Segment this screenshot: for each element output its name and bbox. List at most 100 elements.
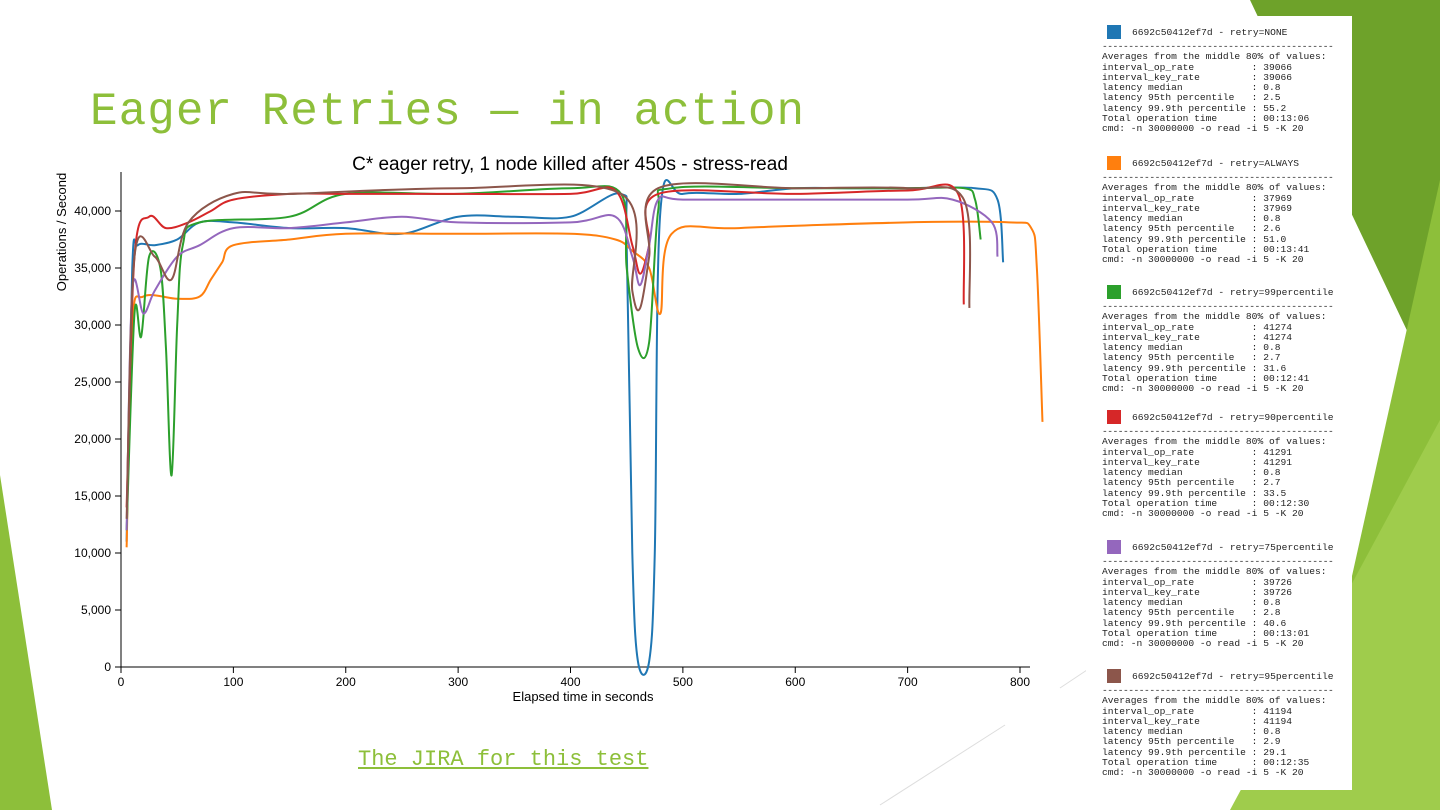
legend-header: 6692c50412ef7d - retry=90percentile xyxy=(1102,409,1334,427)
legend-stat-line: latency 99.9th percentile : 40.6 xyxy=(1102,617,1287,629)
legend-block: 6692c50412ef7d - retry=ALWAYS -----------… xyxy=(1102,155,1334,266)
legend-stat-line: latency 99.9th percentile : 33.5 xyxy=(1102,487,1287,499)
legend-stat-line: interval_op_rate : 39066 xyxy=(1102,61,1292,73)
legend-block: 6692c50412ef7d - retry=NONE -------------… xyxy=(1102,24,1334,135)
line-chart: C* eager retry, 1 node killed after 450s… xyxy=(54,154,1044,704)
series-line-retry-90percentile xyxy=(125,183,966,508)
x-tick-label: 600 xyxy=(785,675,805,689)
divider: ----------------------------------------… xyxy=(1102,426,1334,437)
x-tick-label: 400 xyxy=(560,675,580,689)
legend-block: 6692c50412ef7d - retry=95percentile -----… xyxy=(1102,668,1334,779)
legend-stat-line: latency 99.9th percentile : 51.0 xyxy=(1102,233,1287,245)
legend-stat-line: cmd: -n 30000000 -o read -i 5 -K 20 xyxy=(1102,638,1304,650)
x-axis-label: Elapsed time in seconds xyxy=(513,689,654,704)
legend-stat-line: interval_op_rate : 41291 xyxy=(1102,446,1292,458)
legend-stat-line: Averages from the middle 80% of values: xyxy=(1102,51,1327,63)
series-line-retry-95percentile xyxy=(125,182,972,519)
legend-block: 6692c50412ef7d - retry=99percentile -----… xyxy=(1102,284,1334,395)
legend-swatch-icon xyxy=(1107,540,1121,554)
legend-header: 6692c50412ef7d - retry=95percentile xyxy=(1102,668,1334,686)
series-line-retry-always xyxy=(125,220,1044,548)
legend-stat-line: interval_key_rate : 41194 xyxy=(1102,715,1292,727)
legend-stat-line: Total operation time : 00:13:06 xyxy=(1102,113,1310,125)
divider: ----------------------------------------… xyxy=(1102,41,1334,52)
legend-stat-line: Total operation time : 00:12:41 xyxy=(1102,373,1310,385)
series-line-retry-99percentile xyxy=(125,185,982,531)
legend-stat-line: interval_key_rate : 41291 xyxy=(1102,456,1292,468)
y-tick-label: 20,000 xyxy=(74,432,111,446)
legend-stat-line: Total operation time : 00:13:41 xyxy=(1102,244,1310,256)
legend-stat-line: cmd: -n 30000000 -o read -i 5 -K 20 xyxy=(1102,508,1304,520)
divider: ----------------------------------------… xyxy=(1102,685,1334,696)
legend-stat-line: latency 99.9th percentile : 55.2 xyxy=(1102,102,1287,114)
legend-stat-line: latency 95th percentile : 2.9 xyxy=(1102,736,1281,748)
y-axis-label: Operations / Second xyxy=(54,173,69,292)
legend-stat-line: Total operation time : 00:13:01 xyxy=(1102,628,1310,640)
legend-stat-line: latency 95th percentile : 2.8 xyxy=(1102,607,1281,619)
legend-swatch-icon xyxy=(1107,156,1121,170)
legend-stat-line: latency 95th percentile : 2.7 xyxy=(1102,477,1281,489)
legend-stat-line: latency median : 0.8 xyxy=(1102,597,1281,609)
legend-header-text: 6692c50412ef7d - retry=95percentile xyxy=(1132,671,1334,682)
legend-stat-line: cmd: -n 30000000 -o read -i 5 -K 20 xyxy=(1102,767,1304,779)
y-tick-label: 15,000 xyxy=(74,489,111,503)
x-tick-label: 500 xyxy=(673,675,693,689)
legend-header-text: 6692c50412ef7d - retry=ALWAYS xyxy=(1132,158,1299,169)
y-tick-label: 0 xyxy=(104,660,111,674)
legend-stat-line: Total operation time : 00:12:35 xyxy=(1102,757,1310,769)
legend-stat-line: latency 95th percentile : 2.5 xyxy=(1102,92,1281,104)
series-line-retry-none xyxy=(125,179,1005,676)
legend-stat-line: interval_key_rate : 37969 xyxy=(1102,202,1292,214)
x-tick-label: 800 xyxy=(1010,675,1030,689)
y-tick-label: 35,000 xyxy=(74,261,111,275)
legend-stat-line: Averages from the middle 80% of values: xyxy=(1102,695,1327,707)
x-tick-label: 100 xyxy=(223,675,243,689)
chart-title: C* eager retry, 1 node killed after 450s… xyxy=(352,154,788,175)
y-tick-label: 10,000 xyxy=(74,546,111,560)
legend-stat-line: interval_op_rate : 41274 xyxy=(1102,321,1292,333)
legend-stat-line: latency 99.9th percentile : 31.6 xyxy=(1102,362,1287,374)
legend-stat-line: latency median : 0.8 xyxy=(1102,726,1281,738)
legend-swatch-icon xyxy=(1107,25,1121,39)
legend-stat-line: Averages from the middle 80% of values: xyxy=(1102,566,1327,578)
x-tick-label: 0 xyxy=(118,675,125,689)
legend-stat-line: interval_key_rate : 41274 xyxy=(1102,331,1292,343)
legend-stat-line: Averages from the middle 80% of values: xyxy=(1102,311,1327,323)
divider: ----------------------------------------… xyxy=(1102,301,1334,312)
legend-stat-line: latency median : 0.8 xyxy=(1102,82,1281,94)
legend-stat-line: interval_op_rate : 41194 xyxy=(1102,705,1292,717)
y-tick-label: 40,000 xyxy=(74,204,111,218)
y-tick-label: 5,000 xyxy=(81,603,111,617)
legend-stat-line: latency median : 0.8 xyxy=(1102,467,1281,479)
series-line-retry-75percentile xyxy=(125,195,999,531)
legend-stat-line: cmd: -n 30000000 -o read -i 5 -K 20 xyxy=(1102,123,1304,135)
legend-stat-line: interval_key_rate : 39066 xyxy=(1102,71,1292,83)
slide-title: Eager Retries — in action xyxy=(90,86,806,138)
legend-stat-line: Total operation time : 00:12:30 xyxy=(1102,498,1310,510)
legend-stat-line: Averages from the middle 80% of values: xyxy=(1102,436,1327,448)
legend-stat-line: cmd: -n 30000000 -o read -i 5 -K 20 xyxy=(1102,254,1304,266)
legend-stat-line: interval_key_rate : 39726 xyxy=(1102,586,1292,598)
legend-header: 6692c50412ef7d - retry=99percentile xyxy=(1102,284,1334,302)
legend-swatch-icon xyxy=(1107,285,1121,299)
legend-header-text: 6692c50412ef7d - retry=90percentile xyxy=(1132,412,1334,423)
legend-header-text: 6692c50412ef7d - retry=75percentile xyxy=(1132,542,1334,553)
legend-stat-line: interval_op_rate : 37969 xyxy=(1102,192,1292,204)
legend-stat-line: cmd: -n 30000000 -o read -i 5 -K 20 xyxy=(1102,383,1304,395)
x-tick-label: 200 xyxy=(336,675,356,689)
legend-header: 6692c50412ef7d - retry=ALWAYS xyxy=(1102,155,1333,173)
jira-link[interactable]: The JIRA for this test xyxy=(358,747,649,772)
x-tick-label: 700 xyxy=(898,675,918,689)
legend-stat-line: Averages from the middle 80% of values: xyxy=(1102,182,1327,194)
legend-header-text: 6692c50412ef7d - retry=99percentile xyxy=(1132,287,1334,298)
legend-header-text: 6692c50412ef7d - retry=NONE xyxy=(1132,27,1288,38)
legend-swatch-icon xyxy=(1107,410,1121,424)
legend-swatch-icon xyxy=(1107,669,1121,683)
legend-stat-line: latency 95th percentile : 2.7 xyxy=(1102,352,1281,364)
x-tick-label: 300 xyxy=(448,675,468,689)
divider: ----------------------------------------… xyxy=(1102,172,1334,183)
y-tick-label: 25,000 xyxy=(74,375,111,389)
legend-stat-line: latency 99.9th percentile : 29.1 xyxy=(1102,746,1287,758)
legend-stat-line: latency median : 0.8 xyxy=(1102,342,1281,354)
legend-block: 6692c50412ef7d - retry=90percentile -----… xyxy=(1102,409,1334,520)
